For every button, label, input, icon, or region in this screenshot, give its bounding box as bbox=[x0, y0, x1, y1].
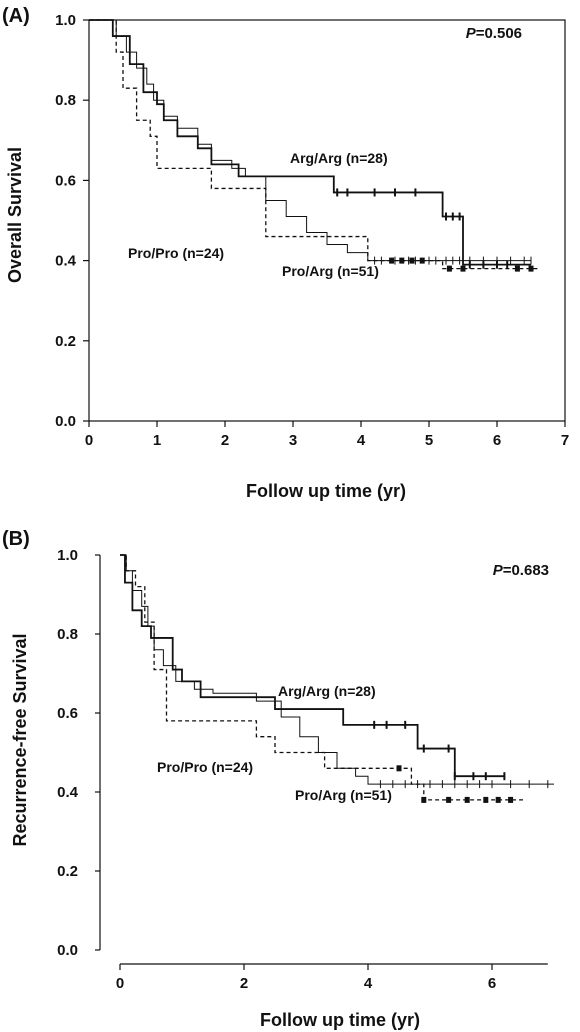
panel-a-x-tick-label: 0 bbox=[85, 432, 93, 449]
panel-a-censor-mark bbox=[419, 257, 425, 264]
panel-b-x-tick-label: 6 bbox=[488, 975, 496, 992]
panel-a-label: (A) bbox=[2, 5, 30, 27]
panel-b-censor-mark bbox=[464, 796, 470, 803]
panel-b-label-pro-pro: Pro/Pro (n=24) bbox=[157, 759, 253, 775]
panel-a-x-tick-label: 1 bbox=[153, 432, 161, 449]
panel-b-label: (B) bbox=[2, 528, 30, 550]
panel-b-x-axis-title: Follow up time (yr) bbox=[260, 1010, 420, 1030]
panel-a-plot-frame bbox=[88, 19, 566, 422]
panel-a-x-tick-label: 3 bbox=[289, 432, 297, 449]
panel-b-y-tick-label: 0.4 bbox=[57, 784, 79, 801]
panel-a-y-tick-label: 0.0 bbox=[55, 413, 76, 430]
panel-b-p-number: =0.683 bbox=[503, 562, 549, 579]
panel-b-label-pro-arg: Pro/Arg (n=51) bbox=[295, 787, 392, 803]
panel-b-y-tick-label: 1.0 bbox=[57, 547, 78, 564]
panel-b-censor-mark bbox=[508, 796, 514, 803]
panel-a-x-tick-label: 2 bbox=[221, 432, 229, 449]
panel-a-p-italic: P bbox=[466, 25, 477, 42]
panel-b-curve-pro-arg-n-51 bbox=[120, 554, 554, 785]
panel-a-censor-mark bbox=[399, 257, 405, 264]
panel-b-censor-mark bbox=[495, 796, 501, 803]
panel-b-y-tick-label: 0.2 bbox=[57, 863, 78, 880]
panel-a-y-tick-label: 0.6 bbox=[55, 172, 76, 189]
panel-b-censor-mark bbox=[396, 765, 402, 772]
panel-b-censor-mark bbox=[446, 796, 452, 803]
panel-a-censor-mark bbox=[446, 265, 452, 272]
panel-a-y-tick-label: 1.0 bbox=[55, 12, 76, 29]
panel-a-p-value: P=0.506 bbox=[466, 25, 522, 42]
panel-a-x-tick-label: 6 bbox=[493, 432, 501, 449]
panel-a-y-tick-label: 0.2 bbox=[55, 333, 76, 350]
panel-b-curve-pro-pro-n-24 bbox=[120, 554, 523, 801]
panel-a-label-pro-arg: Pro/Arg (n=51) bbox=[282, 263, 379, 279]
panel-b-chart: (B) P=0.683 Follow up time (yr) Recurren… bbox=[2, 528, 554, 1030]
panel-b-p-italic: P bbox=[493, 562, 504, 579]
panel-a-chart: (A) P=0.506 Follow up time (yr) Overall … bbox=[2, 5, 569, 501]
panel-a-label-pro-pro: Pro/Pro (n=24) bbox=[128, 245, 224, 261]
panel-a-x-axis-title: Follow up time (yr) bbox=[246, 481, 406, 501]
panel-a-censor-mark bbox=[514, 265, 520, 272]
panel-a-p-number: =0.506 bbox=[476, 25, 522, 42]
panel-a-x-tick-label: 7 bbox=[561, 432, 569, 449]
panel-a-curve-pro-pro-n-24 bbox=[89, 19, 538, 270]
panel-b-censor-mark bbox=[483, 796, 489, 803]
panel-b-y-tick-label: 0.8 bbox=[57, 626, 78, 643]
panel-b-y-tick-label: 0.0 bbox=[57, 942, 78, 959]
panel-a-x-tick-label: 5 bbox=[425, 432, 433, 449]
panel-a-y-tick-label: 0.4 bbox=[55, 253, 77, 270]
panel-b-p-value: P=0.683 bbox=[493, 562, 549, 579]
panel-a-censor-mark bbox=[409, 257, 415, 264]
panel-a-y-axis-title: Overall Survival bbox=[5, 147, 25, 283]
panel-b-y-axis-title: Recurrence-free Survival bbox=[10, 633, 30, 846]
panel-b-censor-mark bbox=[421, 796, 427, 803]
panel-b-x-tick-label: 2 bbox=[240, 975, 248, 992]
panel-b-curve-arg-arg-n-28 bbox=[120, 554, 505, 778]
panel-b-x-tick-label: 4 bbox=[364, 975, 373, 992]
panel-a-censor-mark bbox=[460, 265, 466, 272]
panel-a-censor-mark bbox=[389, 257, 395, 264]
panel-a-y-tick-label: 0.8 bbox=[55, 92, 76, 109]
panel-a-censor-mark bbox=[528, 265, 534, 272]
panel-a-curve-arg-arg-n-28 bbox=[89, 19, 531, 266]
panel-a-label-arg-arg: Arg/Arg (n=28) bbox=[290, 150, 388, 166]
panel-a-x-tick-label: 4 bbox=[357, 432, 366, 449]
panel-a-curve-pro-arg-n-51 bbox=[89, 19, 531, 262]
panel-b-x-tick-label: 0 bbox=[116, 975, 124, 992]
panel-b-y-tick-label: 0.6 bbox=[57, 705, 78, 722]
panel-b-label-arg-arg: Arg/Arg (n=28) bbox=[278, 683, 376, 699]
